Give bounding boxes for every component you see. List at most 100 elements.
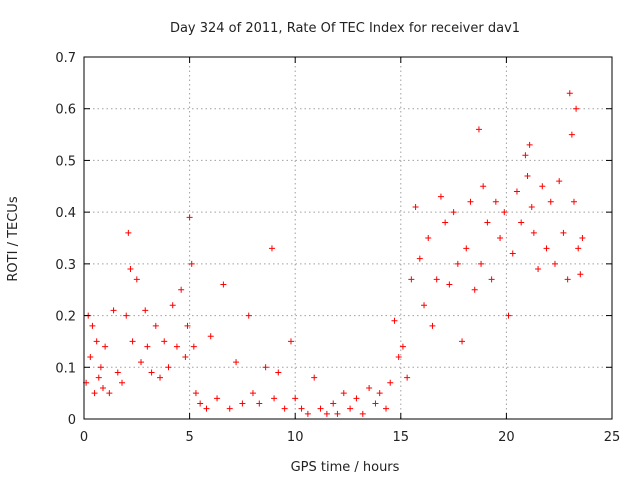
y-ticks: 0 0.1 0.2 0.3 0.4 0.5 0.6 0.7 [55,51,612,428]
data-point [488,276,495,283]
data-point [573,105,580,112]
data-point [169,302,176,309]
data-point [577,271,584,278]
data-point [323,410,330,417]
data-point [214,395,221,402]
data-point [404,374,411,381]
data-point [437,193,444,200]
data-point [579,235,586,241]
y-axis-label: ROTI / TECUs [6,196,21,281]
data-point [271,395,278,402]
data-point [575,245,582,252]
data-point [178,286,185,293]
data-point [518,219,525,226]
y-tick-label: 0.7 [55,51,76,66]
data-point [311,374,318,381]
data-point [340,390,347,397]
data-point [535,266,542,273]
data-point [129,338,136,345]
data-point [463,245,470,252]
x-tick-label: 0 [80,430,88,445]
data-point [203,405,210,412]
y-tick-label: 0.1 [55,361,76,376]
y-tick-label: 0.6 [55,103,76,118]
data-point [366,384,373,391]
data-point [127,266,134,273]
data-point [97,364,104,371]
data-point [317,405,324,412]
x-tick-label: 15 [393,430,410,445]
data-point [226,405,233,412]
data-point [376,390,383,397]
data-point [395,353,402,360]
data-point [551,260,558,267]
data-point [568,131,575,138]
data-point [192,390,199,397]
data-point [138,359,145,366]
x-ticks: 0 5 10 15 20 25 [80,57,620,445]
data-point [484,219,491,226]
y-tick-label: 0.4 [55,206,76,221]
data-point [446,281,453,288]
data-point [125,229,132,236]
x-tick-label: 5 [185,430,193,445]
data-point [526,141,533,148]
data-point [256,400,263,407]
data-point [425,235,432,241]
data-point [387,379,394,386]
chart-title: Day 324 of 2011, Rate Of TEC Index for r… [170,21,520,36]
data-point [539,183,546,190]
data-point [100,384,107,391]
data-point [190,343,197,350]
data-point [197,400,204,407]
data-point [157,374,164,381]
data-point [119,379,126,386]
data-point [524,172,531,179]
data-point [106,390,113,397]
x-axis-label: GPS time / hours [291,460,400,475]
x-tick-label: 25 [604,430,621,445]
data-point [233,359,240,366]
data-point [467,198,474,205]
data-point [133,276,140,283]
data-point [416,255,423,262]
data-point [95,374,102,381]
data-point [249,390,256,397]
data-point [359,410,366,417]
y-tick-label: 0.3 [55,258,76,273]
data-point [556,178,563,185]
data-point [566,90,573,97]
data-point [478,260,485,267]
data-points [83,90,586,417]
data-point [560,229,567,236]
data-point [281,405,288,412]
data-point [268,245,275,252]
data-point [408,276,415,283]
data-point [262,364,269,371]
data-point [287,338,294,345]
data-point [399,343,406,350]
y-tick-label: 0.2 [55,310,76,325]
data-point [142,307,149,314]
data-point [564,276,571,283]
data-point [173,343,180,350]
data-point [454,260,461,267]
data-point [91,390,98,397]
x-tick-label: 10 [287,430,304,445]
data-point [239,400,246,407]
data-point [292,395,299,402]
data-point [450,209,457,216]
data-point [513,188,520,195]
data-point [245,312,252,319]
data-point [442,219,449,226]
x-tick-label: 20 [498,430,515,445]
data-point [429,322,436,329]
data-point [391,317,398,324]
data-point [114,369,121,376]
y-tick-label: 0 [68,413,76,428]
data-point [207,333,214,340]
data-point [383,405,390,412]
data-point [330,400,337,407]
data-point [165,364,172,371]
